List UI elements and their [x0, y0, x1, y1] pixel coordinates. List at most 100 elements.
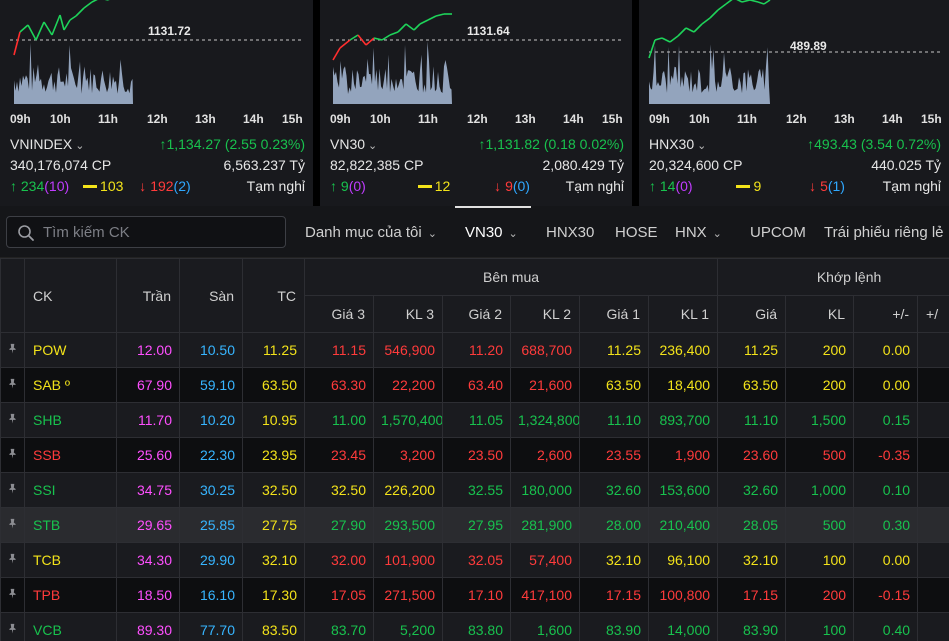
change-cell: 0.00	[853, 332, 919, 368]
time-tick-label: 12h	[147, 112, 168, 126]
index-name: HNX30	[649, 136, 695, 152]
bid-vol-1-cell: 153,600	[647, 472, 719, 508]
tab-watchlist[interactable]: Danh mục của tôi ⌄	[305, 224, 437, 241]
col-header-floor[interactable]: Sàn	[179, 258, 243, 333]
match-vol-cell: 500	[785, 507, 855, 543]
table-row[interactable]: SSB 25.60 22.30 23.95 23.45 3,200 23.50 2,600 23…	[0, 437, 949, 473]
pin-icon[interactable]	[0, 367, 25, 403]
symbol-cell[interactable]: VCB	[24, 612, 117, 641]
bid-price-1-cell: 17.15	[579, 577, 649, 613]
reference-cell: 83.50	[242, 612, 305, 641]
tab-hose[interactable]: HOSE	[615, 224, 658, 241]
symbol-cell[interactable]: STB	[24, 507, 117, 543]
search-input[interactable]	[43, 221, 278, 243]
col-header-bid-vol-1[interactable]: KL 1	[647, 295, 719, 333]
col-header-change[interactable]: +/-	[853, 295, 919, 333]
table-row[interactable]: POW 12.00 10.50 11.25 11.15 546,900 11.20 688,7…	[0, 332, 949, 368]
col-header-bid-vol-3[interactable]: KL 3	[373, 295, 443, 333]
search-box[interactable]	[6, 216, 286, 248]
bid-vol-3-cell: 3,200	[373, 437, 443, 473]
bid-vol-3-cell: 271,500	[373, 577, 443, 613]
symbol-cell[interactable]: TCB	[24, 542, 117, 578]
col-header-match-vol[interactable]: KL	[785, 295, 855, 333]
col-header-bid-price-2[interactable]: Giá 2	[442, 295, 511, 333]
time-tick-label: 15h	[602, 112, 623, 126]
bid-vol-1-cell: 96,100	[647, 542, 719, 578]
tab-hnx30[interactable]: HNX30	[546, 224, 595, 241]
table-row[interactable]: TPB 18.50 16.10 17.30 17.05 271,500 17.10 417,1…	[0, 577, 949, 613]
bid-vol-1-cell: 100,800	[647, 577, 719, 613]
price-line-segment	[69, 15, 77, 21]
col-header-change-pct[interactable]: +/	[917, 295, 949, 333]
bid-vol-1-cell: 210,400	[647, 507, 719, 543]
chevron-down-icon[interactable]: ⌄	[368, 140, 378, 152]
pin-icon[interactable]	[0, 507, 25, 543]
col-header-ceiling[interactable]: Trần	[116, 258, 180, 333]
tab-hnx[interactable]: HNX ⌄	[675, 224, 722, 241]
price-line-segment	[19, 24, 29, 33]
col-header-bid-price-1[interactable]: Giá 1	[579, 295, 649, 333]
table-row[interactable]: SHB 11.70 10.20 10.95 11.00 1,570,400 11.05 1,3…	[0, 402, 949, 438]
pin-icon[interactable]	[0, 542, 25, 578]
symbol-cell[interactable]: SSI	[24, 472, 117, 508]
match-vol-cell: 100	[785, 542, 855, 578]
col-header-match-price[interactable]: Giá	[717, 295, 787, 333]
tab-vn30[interactable]: VN30 ⌄	[465, 224, 518, 241]
index-change: ↑1,134.27 (2.55 0.23%)	[159, 136, 305, 152]
bid-price-1-cell: 32.60	[579, 472, 649, 508]
pin-icon[interactable]	[0, 577, 25, 613]
symbol-cell[interactable]: POW	[24, 332, 117, 368]
bid-price-3-cell: 23.45	[304, 437, 374, 473]
table-row[interactable]: SSI 34.75 30.25 32.50 32.50 226,200 32.55 180,0…	[0, 472, 949, 508]
time-tick-label: 12h	[786, 112, 807, 126]
col-header-bid-vol-2[interactable]: KL 2	[510, 295, 580, 333]
index-value: 2,080.429 Tỷ	[542, 157, 624, 173]
match-price-cell: 32.60	[717, 472, 787, 508]
col-header-bid-price-3[interactable]: Giá 3	[304, 295, 374, 333]
symbol-cell[interactable]: TPB	[24, 577, 117, 613]
pin-icon[interactable]	[0, 402, 25, 438]
tab-private-bonds[interactable]: Trái phiếu riêng lẻ	[824, 224, 944, 241]
match-price-cell: 63.50	[717, 367, 787, 403]
index-card-vnindex[interactable]: 1131.72 09h 10h 11h 12h 13h 14h 15h VNINDEX ⌄ ↑1…	[0, 0, 313, 206]
chevron-down-icon: ⌄	[508, 228, 518, 240]
table-row[interactable]: VCB 89.30 77.70 83.50 83.70 5,200 83.80 1,600 83…	[0, 612, 949, 641]
pin-icon[interactable]	[0, 332, 25, 368]
bid-price-3-cell: 11.00	[304, 402, 374, 438]
price-line-segment	[397, 23, 407, 33]
pin-icon[interactable]	[0, 472, 25, 508]
change-pct-cell: 0	[917, 542, 949, 578]
symbol-cell[interactable]: SHB	[24, 402, 117, 438]
index-card-vn30[interactable]: 1131.64 09h 10h 11h 12h 13h 14h 15h VN30 ⌄ ↑1,13…	[320, 0, 632, 206]
symbol-cell[interactable]: SSB	[24, 437, 117, 473]
index-cards: 1131.72 09h 10h 11h 12h 13h 14h 15h VNINDEX ⌄ ↑1…	[0, 0, 949, 206]
bid-price-1-cell: 23.55	[579, 437, 649, 473]
col-header-symbol[interactable]: CK	[24, 258, 117, 333]
market-status: Tạm nghỉ	[565, 178, 624, 194]
pin-icon[interactable]	[0, 612, 25, 641]
price-line-segment	[701, 17, 711, 25]
pin-icon[interactable]	[0, 437, 25, 473]
table-row[interactable]: TCB 34.30 29.90 32.10 32.00 101,900 32.05 57,40…	[0, 542, 949, 578]
bid-vol-3-cell: 293,500	[373, 507, 443, 543]
chevron-down-icon[interactable]: ⌄	[697, 140, 707, 152]
table-row[interactable]: STB 29.65 25.85 27.75 27.90 293,500 27.95 281,9…	[0, 507, 949, 543]
pin-glyph	[9, 483, 16, 494]
time-tick-label: 15h	[282, 112, 303, 126]
group-header-buy: Bên mua	[303, 258, 719, 296]
chevron-down-icon[interactable]: ⌄	[75, 140, 85, 152]
col-header-reference[interactable]: TC	[242, 258, 305, 333]
price-line-segment	[365, 37, 375, 46]
table-body: POW 12.00 10.50 11.25 11.15 546,900 11.20 688,7…	[0, 332, 949, 641]
tab-upcom[interactable]: UPCOM	[750, 224, 806, 241]
bid-price-3-cell: 32.50	[304, 472, 374, 508]
bid-vol-2-cell: 2,600	[510, 437, 580, 473]
price-line-segment	[51, 14, 61, 36]
table-row[interactable]: SAB º 67.90 59.10 63.50 63.30 22,200 63.40 21,6…	[0, 367, 949, 403]
change-pct-cell: 1	[917, 402, 949, 438]
symbol-cell[interactable]: SAB º	[24, 367, 117, 403]
price-line-segment	[736, 0, 743, 3]
chevron-down-icon: ⌄	[427, 228, 437, 240]
bid-vol-1-cell: 18,400	[647, 367, 719, 403]
index-card-hnx30[interactable]: 489.89 09h 10h 11h 12h 13h 14h 15h HNX30 ⌄ ↑493.…	[639, 0, 949, 206]
